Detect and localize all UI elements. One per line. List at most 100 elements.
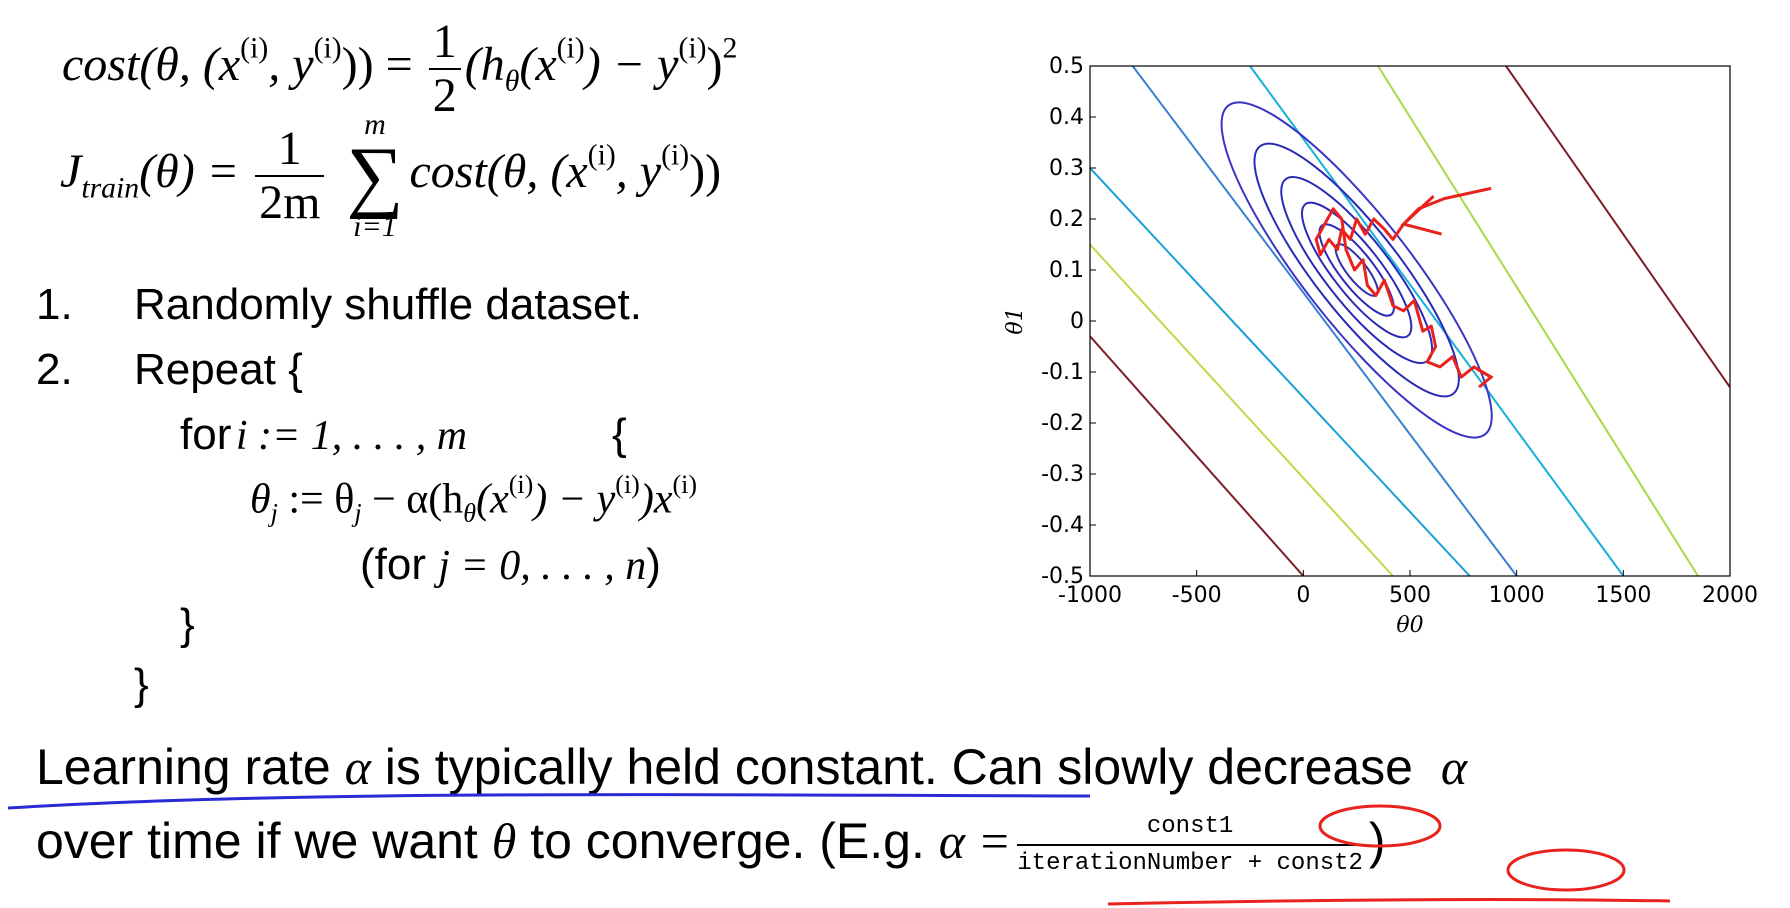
update-mid3: (x <box>476 476 509 523</box>
lr-text-b: is typically held constant. Can slowly d… <box>384 739 1413 795</box>
y-tick-label-5: 0 <box>1070 309 1084 334</box>
update-sub-j: j <box>270 498 278 528</box>
sum-symbol: ∑ <box>346 132 404 220</box>
square: 2 <box>722 31 738 65</box>
cost-rhs-mid2: ) − y <box>584 38 679 92</box>
const2-circle <box>1506 848 1626 892</box>
y-tick-label-8: -0.3 <box>1041 462 1084 487</box>
y-tick-label-6: -0.1 <box>1041 360 1084 385</box>
x-tick-label-0: -1000 <box>1058 583 1122 608</box>
j-sub-train: train <box>81 171 140 205</box>
for-j-line: (for j = 0, . . . , n) <box>360 540 661 590</box>
sup-i-6: (i) <box>661 138 690 172</box>
cost-rhs-open: (h <box>464 38 505 92</box>
x-tick-label-4: 1000 <box>1489 583 1545 608</box>
sgd-path <box>1314 186 1492 379</box>
sup-i-1: (i) <box>240 31 269 65</box>
sup-i-2: (i) <box>313 31 342 65</box>
sup-i-7: (i) <box>508 470 534 499</box>
bottom-line-1: Learning rate α is typically held consta… <box>36 738 1467 796</box>
sum-top: m <box>364 108 386 141</box>
x-tick-label-2: 0 <box>1296 583 1310 608</box>
h-theta-sub: θ <box>504 64 520 98</box>
contour-line-3 <box>1377 66 1699 576</box>
update-mid2: − α(h <box>361 476 464 523</box>
inner-close-brace: } <box>180 600 195 649</box>
alpha-eq: α = <box>938 813 1012 869</box>
update-rule: θj := θj − α(hθ(x(i)) − y(i))x(i) <box>250 470 697 529</box>
arrow-head-end <box>1476 367 1494 389</box>
bottom-line-2: over time if we want θ to converge. (E.g… <box>36 812 1386 877</box>
x-tick-label-5: 1500 <box>1595 583 1651 608</box>
j-rhs: cost(θ, (x <box>409 145 588 199</box>
close-paren: ) <box>1368 813 1386 869</box>
for-open-brace: { <box>612 410 627 459</box>
y-tick-label-7: -0.2 <box>1041 411 1084 436</box>
update-mid4: ) − y <box>533 476 616 523</box>
update-mid5: )x <box>639 476 673 523</box>
update-sub-j2: j <box>354 498 362 528</box>
red-underline <box>1107 898 1671 906</box>
for-j-open: (for <box>360 540 439 589</box>
decay-num: const1 <box>1146 812 1234 840</box>
alpha-symbol-1: α <box>344 739 371 795</box>
sum-bottom: i=1 <box>353 210 397 243</box>
x-tick-label-1: -500 <box>1172 583 1222 608</box>
decay-fraction: const1 iterationNumber + const2 <box>1017 813 1363 877</box>
j-arg: (θ) = <box>139 145 240 199</box>
contour-chart: -1000 -500 0 500 1000 1500 2000 0.5 0.4 0.3 0.2 0.1… <box>1003 54 1758 638</box>
update-h-sub: θ <box>463 498 477 528</box>
blue-underline <box>7 793 1091 810</box>
update-mid: := θ <box>277 476 355 523</box>
cost-frac-num: 1 <box>432 15 457 68</box>
sup-i-5: (i) <box>587 138 616 172</box>
outer-close-brace: } <box>134 660 149 709</box>
sup-i-4: (i) <box>678 31 707 65</box>
contour-ellipse-5 <box>1220 101 1493 439</box>
y-axis-label: θ1 <box>1003 307 1028 334</box>
cost-rhs-mid1: (x <box>519 38 557 92</box>
const1-circle <box>1318 804 1442 848</box>
x-axis-label: θ0 <box>1396 613 1423 638</box>
j-rhs-close: )) <box>689 145 722 199</box>
for-keyword: for <box>180 410 232 459</box>
step-2-number: 2. <box>36 345 73 394</box>
for-loop-line: for i := 1, . . . , m <box>180 410 467 460</box>
cost-mid: , y <box>268 38 314 92</box>
x-tick-label-6: 2000 <box>1702 583 1758 608</box>
contour-line-1 <box>1131 66 1518 576</box>
j-symbol: J <box>60 145 82 199</box>
cost-lhs: cost(θ, (x <box>62 38 241 92</box>
summation: m ∑ i=1 <box>346 110 403 242</box>
x-tick-label-3: 500 <box>1389 583 1431 608</box>
for-j-math: j = 0, . . . , n <box>438 543 647 589</box>
step-2-text: Repeat { <box>134 345 303 394</box>
sup-i-3: (i) <box>556 31 585 65</box>
decay-den: iterationNumber + const2 <box>1017 849 1363 877</box>
cost-frac-den: 2 <box>432 69 457 122</box>
j-fraction: 1 2m <box>255 122 325 229</box>
conv-text-b: to converge. (E.g. <box>530 813 925 869</box>
cost-close: )) = <box>341 38 413 92</box>
lr-text-a: Learning rate <box>36 739 331 795</box>
y-tick-label-3: 0.2 <box>1049 207 1084 232</box>
conv-text-a: over time if we want <box>36 813 478 869</box>
theta-symbol: θ <box>491 813 517 869</box>
cost-rhs-close: ) <box>706 38 723 92</box>
j-frac-num: 1 <box>277 122 302 175</box>
contour-ellipse-2 <box>1300 201 1413 339</box>
for-j-close: ) <box>646 540 661 589</box>
y-tick-label-10: -0.5 <box>1041 564 1084 589</box>
j-rhs-mid: , y <box>615 145 662 199</box>
contour-line-0 <box>1090 167 1471 576</box>
y-tick-label-4: 0.1 <box>1049 258 1084 283</box>
arrow-head-top <box>1400 195 1442 236</box>
cost-equation: cost(θ, (x(i), y(i))) = 1 2 (hθ(x(i)) − y(… <box>62 18 737 120</box>
contour-line-5 <box>1505 66 1730 388</box>
sup-i-8: (i) <box>615 470 640 499</box>
contour-line-4 <box>1090 243 1394 576</box>
y-tick-label-1: 0.4 <box>1049 105 1084 130</box>
j-frac-den: 2m <box>259 176 321 229</box>
